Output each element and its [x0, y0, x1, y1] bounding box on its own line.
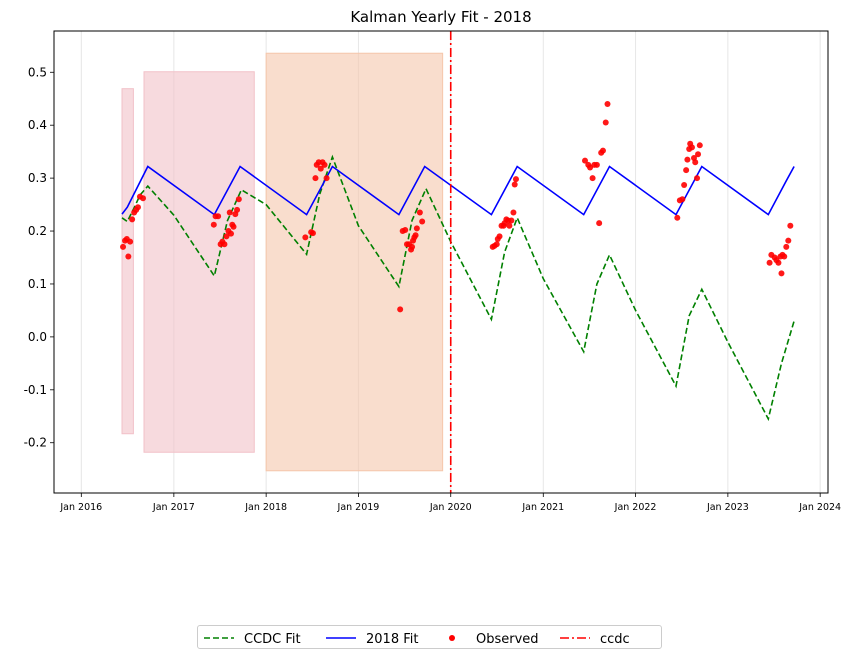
observed-point — [695, 151, 702, 158]
shaded-region — [143, 71, 255, 453]
y-tick-label: 0.4 — [28, 118, 47, 132]
observed-point — [775, 259, 782, 266]
observed-point — [511, 181, 518, 188]
observed-point — [510, 209, 517, 216]
x-tick-label: Jan 2021 — [521, 502, 564, 513]
axes: Jan 2016 Jan 2017 Jan 2018 Jan 2019 Jan 2020… — [24, 65, 842, 513]
observed-point — [783, 243, 790, 250]
legend-swatch — [449, 635, 455, 641]
x-tick-label: Jan 2016 — [59, 502, 102, 513]
observed-point — [309, 230, 316, 237]
observed-point — [125, 253, 132, 260]
observed-point — [223, 233, 230, 240]
observed-point — [221, 241, 228, 248]
observed-point — [599, 147, 606, 154]
observed-point — [785, 237, 792, 244]
y-tick-label: 0.3 — [28, 171, 47, 185]
observed-point — [412, 232, 419, 239]
x-tick-label: Jan 2019 — [337, 502, 380, 513]
x-tick-label: Jan 2020 — [429, 502, 472, 513]
legend-label: Observed — [476, 632, 539, 647]
observed-point — [696, 142, 703, 149]
observed-point — [321, 161, 328, 168]
y-tick-label: -0.1 — [24, 383, 47, 397]
observed-point — [688, 144, 695, 151]
observed-point — [228, 230, 235, 237]
series-layer — [121, 31, 795, 493]
observed-point — [496, 233, 503, 240]
observed-point — [413, 225, 420, 232]
observed-point — [129, 216, 136, 223]
observed-point — [127, 238, 134, 245]
observed-point — [302, 234, 309, 241]
ccdc-fit-line — [121, 154, 795, 422]
observed-point — [679, 196, 686, 203]
observed-point — [587, 164, 594, 171]
y-tick-label: 0.2 — [28, 224, 47, 238]
observed-point — [674, 214, 681, 221]
observed-point — [694, 175, 701, 182]
legend-label: ccdc — [600, 632, 630, 647]
observed-point — [120, 243, 127, 250]
observed-point — [397, 306, 404, 313]
observed-point — [781, 253, 788, 260]
observed-point — [215, 213, 222, 220]
x-tick-label: Jan 2018 — [244, 502, 287, 513]
observed-point — [684, 156, 691, 163]
observed-point — [589, 175, 596, 182]
legend-label: 2018 Fit — [366, 632, 418, 647]
observed-points — [120, 101, 794, 313]
observed-point — [419, 218, 426, 225]
observed-point — [409, 243, 416, 250]
observed-point — [134, 204, 141, 211]
observed-point — [402, 226, 409, 233]
observed-point — [235, 196, 242, 203]
y-tick-label: -0.2 — [24, 436, 47, 450]
x-tick-label: Jan 2024 — [798, 502, 841, 513]
observed-point — [681, 182, 688, 188]
observed-point — [416, 209, 423, 216]
observed-point — [778, 270, 785, 277]
plot-frame — [53, 30, 829, 494]
x-tick-label: Jan 2023 — [706, 502, 749, 513]
shaded-region — [121, 88, 134, 435]
observed-point — [683, 167, 690, 174]
legend-label: CCDC Fit — [244, 632, 301, 647]
y-tick-label: 0.5 — [28, 65, 47, 79]
2018-fit-line — [121, 165, 795, 216]
observed-point — [582, 157, 589, 164]
observed-point — [692, 159, 699, 166]
observed-point — [593, 161, 600, 168]
observed-point — [140, 195, 147, 202]
observed-point — [210, 221, 217, 228]
observed-point — [234, 206, 241, 213]
legend: CCDC Fit 2018 Fit Observed ccdc — [197, 625, 662, 649]
chart-title: Kalman Yearly Fit - 2018 — [350, 8, 531, 26]
y-tick-label: 0.1 — [28, 277, 47, 291]
observed-point — [226, 209, 233, 216]
x-tick-label: Jan 2017 — [152, 502, 195, 513]
observed-point — [493, 241, 500, 248]
observed-point — [312, 175, 319, 182]
observed-point — [323, 175, 330, 182]
observed-point — [596, 220, 603, 227]
observed-point — [787, 222, 794, 229]
observed-point — [766, 259, 773, 266]
observed-point — [230, 223, 237, 230]
observed-point — [317, 165, 324, 172]
observed-point — [512, 176, 519, 183]
observed-point — [506, 222, 513, 229]
y-tick-label: 0.0 — [28, 330, 47, 344]
shaded-regions — [121, 52, 444, 472]
observed-point — [508, 217, 515, 224]
observed-point — [604, 101, 611, 108]
shaded-region — [265, 52, 444, 472]
observed-point — [602, 119, 609, 126]
x-tick-label: Jan 2022 — [614, 502, 657, 513]
